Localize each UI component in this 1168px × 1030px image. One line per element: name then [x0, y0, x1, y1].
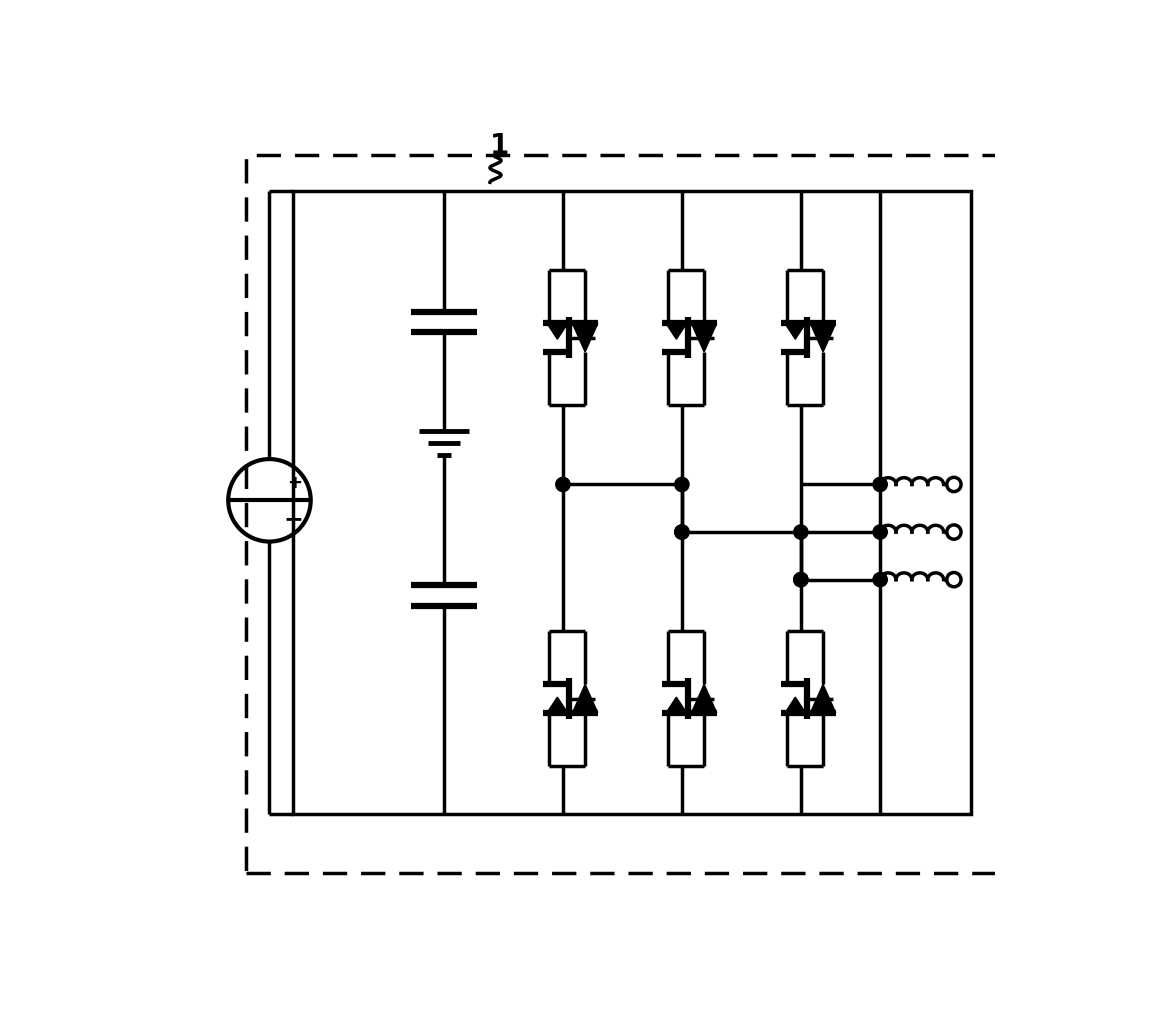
Polygon shape	[691, 323, 717, 352]
Polygon shape	[785, 697, 806, 713]
Polygon shape	[547, 697, 568, 713]
Circle shape	[794, 573, 808, 587]
Circle shape	[794, 525, 808, 539]
Polygon shape	[691, 684, 717, 713]
Polygon shape	[811, 684, 836, 713]
Text: +: +	[287, 474, 303, 492]
Polygon shape	[666, 323, 687, 339]
Polygon shape	[572, 684, 598, 713]
Polygon shape	[572, 323, 598, 352]
Bar	[293, 191, 972, 814]
Circle shape	[556, 477, 570, 491]
Polygon shape	[785, 323, 806, 339]
Polygon shape	[666, 697, 687, 713]
Circle shape	[675, 477, 689, 491]
Circle shape	[872, 573, 888, 587]
Circle shape	[872, 477, 888, 491]
Circle shape	[794, 573, 808, 587]
Text: −: −	[284, 508, 304, 531]
Text: 1: 1	[489, 132, 509, 160]
Circle shape	[675, 525, 689, 539]
Circle shape	[675, 525, 689, 539]
Polygon shape	[547, 323, 568, 339]
Polygon shape	[811, 323, 836, 352]
Circle shape	[872, 525, 888, 539]
